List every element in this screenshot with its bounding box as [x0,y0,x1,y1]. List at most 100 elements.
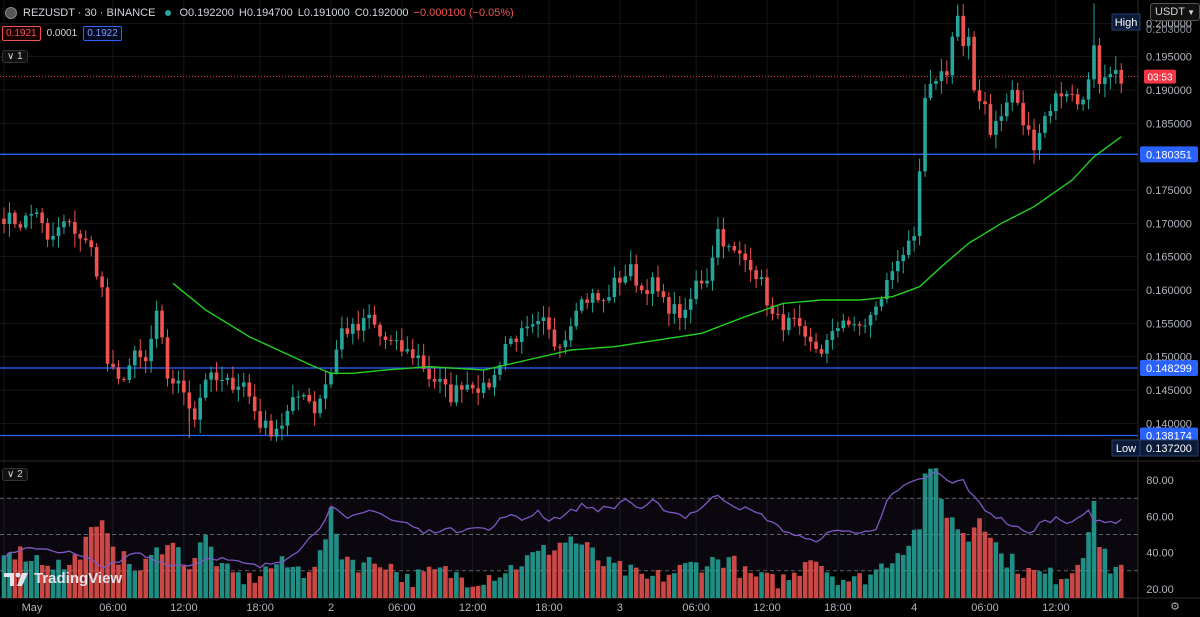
volume-bar [546,554,552,598]
time-tick-label: 12:00 [1042,602,1070,614]
candle-body [1059,93,1064,97]
candle [530,313,535,334]
volume-bar [808,560,813,598]
candle-body [421,355,426,369]
volume-bar [252,582,257,598]
volume-bar [786,580,792,598]
price-tick-label: 0.175000 [1146,185,1192,197]
volume-bar [1009,553,1015,598]
price-tick-label: 0.200000 [1146,18,1192,30]
volume-bar [61,569,67,598]
time-tick-label: 4 [911,602,917,614]
volume-bar [296,566,301,598]
candle-body [154,310,159,339]
volume-bar [900,554,906,598]
candle [432,367,437,389]
volume-bar [939,499,944,598]
candle [476,375,480,406]
volume-bar [639,573,644,598]
pane-2-toggle[interactable]: ∨ 2 [2,468,28,481]
rsi-line [3,470,1122,569]
candle-body [83,238,88,241]
time-tick-label: 12:00 [459,602,487,614]
volume-bar [759,572,764,598]
time-tick-label: 12:00 [753,602,781,614]
volume-bar [312,566,317,598]
candle [252,384,257,420]
volume-bar [339,559,345,598]
candle [890,261,895,289]
candle [127,358,132,384]
candle [116,360,121,385]
volume-bar [682,563,688,598]
volume-bar [203,534,208,598]
volume-bar [868,574,873,598]
price-tick-label: 0.170000 [1146,218,1192,230]
candle-body [743,253,747,261]
pane-1-toggle[interactable]: ∨ 1 [2,50,28,63]
candle [78,229,83,252]
symbol-title[interactable]: REZUSDT · 30 · BINANCE [23,7,156,19]
candle-body [351,324,355,334]
ohlc-close: C0.192000 [354,7,409,19]
buy-price-button[interactable]: 0.1922 [83,26,122,41]
volume-bar [475,585,481,598]
candle-body [78,233,83,239]
candle-body [498,365,502,375]
candle-body [612,277,617,298]
volume-bar [928,468,933,598]
candle-body [814,341,818,349]
rsi-tick-label: 40.00 [1146,548,1174,560]
candle [301,392,306,401]
candle-body [1075,94,1080,105]
candle-body [231,377,235,390]
candle [356,310,361,340]
candle-body [579,299,584,311]
candle [89,235,93,257]
candle-body [1015,89,1020,103]
volume-bar [993,542,999,598]
volume-bar [110,546,116,598]
volume-bar [524,555,530,598]
volume-bar [563,542,568,598]
volume-bar [1113,566,1119,598]
candle [94,243,99,280]
moving-average-line [172,136,1122,374]
candle [1119,63,1124,94]
candle [1037,124,1042,160]
candle-body [182,380,186,393]
volume-bar [590,547,595,598]
sell-price-button[interactable]: 0.1921 [2,26,41,41]
volume-bar [230,572,236,598]
volume-bar [742,566,748,598]
candle [203,373,208,401]
volume-bar [950,517,955,598]
volume-bar [955,529,961,598]
candle-body [460,385,464,390]
price-tick-label: 0.155000 [1146,318,1192,330]
chart-settings-icon[interactable]: ⚙ [1170,601,1180,613]
volume-bar [410,587,416,598]
volume-bar [552,550,557,598]
candle-body [994,120,998,135]
currency-selector[interactable]: USDT ▼ [1150,3,1200,21]
candle-body [536,321,540,325]
candle [378,322,382,346]
candle [645,279,649,306]
volume-bar [154,547,159,598]
candle [492,367,497,397]
volume-bar [1059,579,1064,598]
price-tick-label: 0.195000 [1146,52,1192,64]
candle [247,374,252,404]
candle-body [1070,93,1074,95]
candle-body [176,380,181,384]
candle [122,376,126,383]
volume-bar [568,536,574,598]
volume-bar [34,555,39,598]
volume-bar [432,569,437,598]
candle-body [906,240,911,255]
volume-bar [1037,571,1042,598]
volume-bar [437,567,443,598]
candle [683,297,688,330]
